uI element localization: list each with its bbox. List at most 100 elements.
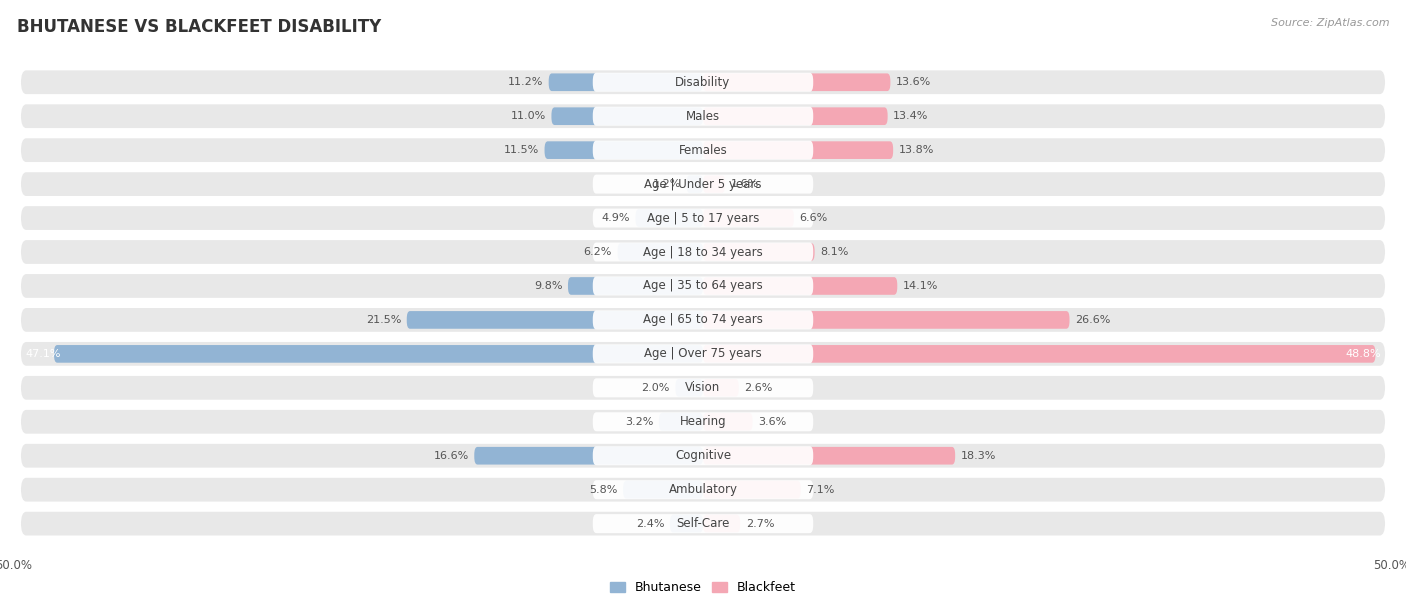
- FancyBboxPatch shape: [703, 413, 752, 431]
- Text: 48.8%: 48.8%: [1346, 349, 1381, 359]
- Text: Age | 65 to 74 years: Age | 65 to 74 years: [643, 313, 763, 326]
- FancyBboxPatch shape: [675, 379, 703, 397]
- FancyBboxPatch shape: [21, 308, 1385, 332]
- FancyBboxPatch shape: [593, 514, 813, 533]
- Legend: Bhutanese, Blackfeet: Bhutanese, Blackfeet: [605, 576, 801, 599]
- FancyBboxPatch shape: [21, 478, 1385, 502]
- FancyBboxPatch shape: [551, 107, 703, 125]
- Text: 8.1%: 8.1%: [820, 247, 848, 257]
- FancyBboxPatch shape: [659, 413, 703, 431]
- FancyBboxPatch shape: [593, 310, 813, 329]
- FancyBboxPatch shape: [593, 480, 813, 499]
- FancyBboxPatch shape: [21, 342, 1385, 366]
- FancyBboxPatch shape: [21, 444, 1385, 468]
- FancyBboxPatch shape: [623, 481, 703, 499]
- Text: Females: Females: [679, 144, 727, 157]
- FancyBboxPatch shape: [703, 345, 1375, 363]
- FancyBboxPatch shape: [703, 73, 890, 91]
- Text: Age | 18 to 34 years: Age | 18 to 34 years: [643, 245, 763, 258]
- Text: 11.2%: 11.2%: [508, 77, 543, 88]
- FancyBboxPatch shape: [617, 243, 703, 261]
- FancyBboxPatch shape: [548, 73, 703, 91]
- Text: 2.7%: 2.7%: [745, 518, 775, 529]
- Text: 2.0%: 2.0%: [641, 383, 669, 393]
- Text: Age | Under 5 years: Age | Under 5 years: [644, 177, 762, 190]
- Text: BHUTANESE VS BLACKFEET DISABILITY: BHUTANESE VS BLACKFEET DISABILITY: [17, 18, 381, 36]
- FancyBboxPatch shape: [703, 379, 738, 397]
- FancyBboxPatch shape: [21, 70, 1385, 94]
- FancyBboxPatch shape: [703, 515, 740, 532]
- Text: 13.4%: 13.4%: [893, 111, 928, 121]
- Text: 2.6%: 2.6%: [744, 383, 773, 393]
- FancyBboxPatch shape: [593, 106, 813, 125]
- Text: 3.6%: 3.6%: [758, 417, 786, 427]
- Text: 4.9%: 4.9%: [602, 213, 630, 223]
- Text: 1.2%: 1.2%: [652, 179, 681, 189]
- Text: 3.2%: 3.2%: [626, 417, 654, 427]
- FancyBboxPatch shape: [21, 206, 1385, 230]
- FancyBboxPatch shape: [21, 104, 1385, 128]
- FancyBboxPatch shape: [593, 209, 813, 228]
- Text: 14.1%: 14.1%: [903, 281, 938, 291]
- FancyBboxPatch shape: [21, 274, 1385, 298]
- FancyBboxPatch shape: [593, 345, 813, 364]
- FancyBboxPatch shape: [703, 141, 893, 159]
- FancyBboxPatch shape: [21, 512, 1385, 536]
- FancyBboxPatch shape: [53, 345, 703, 363]
- FancyBboxPatch shape: [406, 311, 703, 329]
- Text: Males: Males: [686, 110, 720, 122]
- FancyBboxPatch shape: [703, 481, 801, 499]
- FancyBboxPatch shape: [703, 277, 897, 295]
- Text: Cognitive: Cognitive: [675, 449, 731, 462]
- FancyBboxPatch shape: [703, 107, 887, 125]
- FancyBboxPatch shape: [669, 515, 703, 532]
- Text: 13.6%: 13.6%: [896, 77, 931, 88]
- FancyBboxPatch shape: [703, 447, 955, 465]
- Text: 2.4%: 2.4%: [636, 518, 665, 529]
- Text: Source: ZipAtlas.com: Source: ZipAtlas.com: [1271, 18, 1389, 28]
- Text: 16.6%: 16.6%: [433, 450, 468, 461]
- FancyBboxPatch shape: [593, 141, 813, 160]
- Text: 1.6%: 1.6%: [731, 179, 759, 189]
- Text: 13.8%: 13.8%: [898, 145, 934, 155]
- Text: 26.6%: 26.6%: [1076, 315, 1111, 325]
- FancyBboxPatch shape: [544, 141, 703, 159]
- FancyBboxPatch shape: [21, 410, 1385, 434]
- Text: 7.1%: 7.1%: [807, 485, 835, 494]
- Text: 47.1%: 47.1%: [25, 349, 60, 359]
- FancyBboxPatch shape: [703, 243, 814, 261]
- Text: Self-Care: Self-Care: [676, 517, 730, 530]
- FancyBboxPatch shape: [593, 174, 813, 193]
- FancyBboxPatch shape: [703, 175, 725, 193]
- Text: 11.5%: 11.5%: [503, 145, 538, 155]
- Text: 18.3%: 18.3%: [960, 450, 995, 461]
- Text: 6.6%: 6.6%: [800, 213, 828, 223]
- Text: 9.8%: 9.8%: [534, 281, 562, 291]
- Text: Age | Over 75 years: Age | Over 75 years: [644, 348, 762, 360]
- Text: Disability: Disability: [675, 76, 731, 89]
- Text: 21.5%: 21.5%: [366, 315, 401, 325]
- FancyBboxPatch shape: [636, 209, 703, 227]
- FancyBboxPatch shape: [703, 311, 1070, 329]
- Text: Ambulatory: Ambulatory: [668, 483, 738, 496]
- FancyBboxPatch shape: [21, 172, 1385, 196]
- FancyBboxPatch shape: [593, 277, 813, 296]
- Text: 6.2%: 6.2%: [583, 247, 612, 257]
- Text: Vision: Vision: [685, 381, 721, 394]
- FancyBboxPatch shape: [593, 378, 813, 397]
- FancyBboxPatch shape: [593, 73, 813, 92]
- FancyBboxPatch shape: [593, 446, 813, 465]
- FancyBboxPatch shape: [686, 175, 703, 193]
- FancyBboxPatch shape: [568, 277, 703, 295]
- Text: Hearing: Hearing: [679, 416, 727, 428]
- FancyBboxPatch shape: [474, 447, 703, 465]
- Text: Age | 35 to 64 years: Age | 35 to 64 years: [643, 280, 763, 293]
- FancyBboxPatch shape: [21, 376, 1385, 400]
- Text: 5.8%: 5.8%: [589, 485, 617, 494]
- FancyBboxPatch shape: [593, 412, 813, 431]
- FancyBboxPatch shape: [21, 240, 1385, 264]
- Text: Age | 5 to 17 years: Age | 5 to 17 years: [647, 212, 759, 225]
- FancyBboxPatch shape: [703, 209, 794, 227]
- FancyBboxPatch shape: [21, 138, 1385, 162]
- FancyBboxPatch shape: [593, 242, 813, 261]
